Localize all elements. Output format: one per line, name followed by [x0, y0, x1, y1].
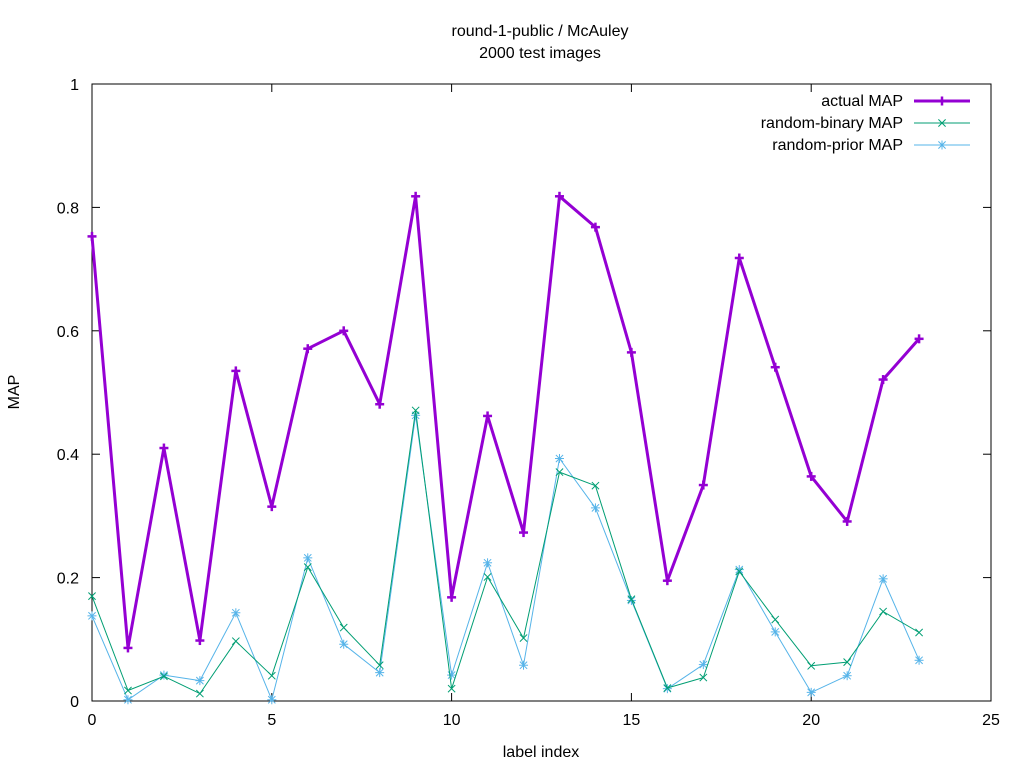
data-point [375, 399, 385, 409]
data-point [267, 671, 276, 680]
data-point [771, 615, 780, 624]
data-point [662, 576, 672, 586]
x-tick-label: 0 [88, 712, 97, 729]
data-point [879, 607, 888, 616]
data-point [842, 516, 852, 526]
data-point [195, 676, 205, 686]
data-point [699, 673, 708, 682]
data-point [87, 231, 97, 241]
data-point [124, 686, 132, 695]
data-point [519, 660, 529, 670]
data-point [806, 687, 816, 697]
series-1 [87, 191, 924, 653]
data-point [878, 375, 888, 385]
legend-label: actual MAP [821, 93, 903, 110]
series-line [91, 409, 920, 695]
data-point [483, 573, 492, 581]
data-point [698, 660, 708, 670]
data-point [770, 362, 780, 372]
data-point [806, 471, 816, 481]
plot-frame [91, 83, 992, 702]
data-point [663, 684, 672, 692]
data-point [159, 443, 169, 453]
legend-marker [937, 140, 947, 150]
data-point [447, 592, 457, 602]
data-point [626, 347, 636, 357]
data-point [267, 695, 277, 705]
series-line [91, 414, 920, 701]
series-3 [87, 410, 924, 705]
data-point [554, 454, 564, 464]
data-point [303, 553, 313, 563]
series-line [90, 194, 921, 650]
x-tick-label: 15 [623, 712, 641, 729]
x-tick-label: 25 [982, 712, 1000, 729]
data-point [734, 253, 744, 263]
legend-label: random-binary MAP [761, 115, 903, 132]
data-point [123, 643, 133, 653]
data-point [303, 344, 313, 354]
data-point [591, 481, 600, 490]
data-point [339, 326, 349, 336]
data-point [87, 611, 97, 621]
data-point [231, 608, 241, 618]
data-point [590, 222, 600, 232]
y-tick-label: 0.8 [57, 200, 79, 217]
data-point [878, 574, 888, 584]
data-point [914, 655, 924, 665]
data-point [303, 563, 312, 572]
data-point [842, 671, 852, 681]
data-point [411, 406, 420, 415]
data-point [195, 689, 204, 698]
data-point [375, 661, 384, 670]
y-tick-label: 0 [70, 694, 79, 711]
x-axis-label: label index [503, 744, 580, 761]
chart-subtitle: 2000 test images [479, 45, 601, 62]
data-point [231, 637, 240, 646]
data-point [483, 558, 493, 568]
legend-marker [937, 96, 947, 106]
x-tick-label: 5 [267, 712, 276, 729]
x-tick-label: 20 [802, 712, 820, 729]
y-axis-label: MAP [6, 375, 23, 410]
series-2 [88, 406, 924, 698]
y-tick-label: 1 [70, 77, 79, 94]
data-point [411, 191, 421, 201]
data-point [267, 502, 277, 512]
data-point [807, 661, 816, 670]
legend-label: random-prior MAP [772, 137, 903, 154]
chart-title: round-1-public / McAuley [452, 23, 629, 40]
series-lines [87, 191, 924, 705]
data-point [554, 191, 564, 201]
data-point [698, 480, 708, 490]
data-point [339, 639, 349, 649]
data-point [519, 634, 528, 643]
data-point [843, 658, 852, 667]
data-point [627, 595, 636, 604]
data-point [339, 623, 348, 632]
y-tick-label: 0.6 [57, 324, 79, 341]
data-point [123, 695, 133, 705]
y-tick-label: 0.4 [57, 447, 79, 464]
data-point [590, 503, 600, 513]
data-point [915, 628, 924, 637]
x-tick-label: 10 [443, 712, 461, 729]
data-point [88, 592, 96, 601]
data-point [447, 684, 456, 693]
legend: actual MAP random-binary MAP random-prior … [761, 93, 970, 154]
data-point [735, 567, 744, 576]
data-point [231, 366, 241, 376]
data-point [555, 468, 564, 477]
data-point [483, 411, 493, 421]
data-point [770, 627, 780, 637]
data-point [375, 668, 385, 678]
legend-marker [938, 119, 946, 127]
y-tick-label: 0.2 [57, 571, 79, 588]
data-point [519, 528, 529, 538]
data-point [195, 636, 205, 646]
axis-ticks: 0 5 10 15 20 25 0 0.2 0.4 0.6 0.8 1 [57, 77, 1000, 729]
data-point [914, 334, 924, 344]
data-point [159, 672, 168, 681]
